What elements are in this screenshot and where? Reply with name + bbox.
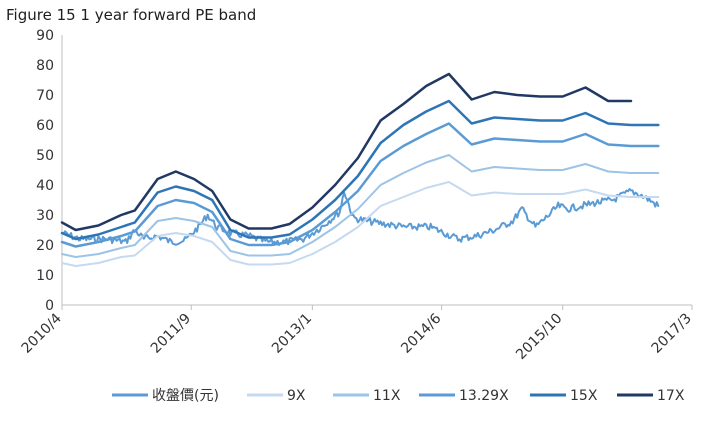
chart-title: Figure 15 1 year forward PE band [6, 6, 256, 24]
series-line-3 [60, 122, 660, 248]
legend-label-2: 11X [373, 388, 401, 404]
legend: 收盤價(元) 9X 11X 13.29X 15X 17X [112, 387, 685, 404]
series-line-1 [61, 181, 660, 267]
y-tick-label: 0 [45, 298, 54, 314]
x-tick-label: 2015/10 [513, 311, 565, 363]
legend-label-0: 收盤價(元) [152, 387, 219, 404]
series-line-5 [60, 72, 633, 232]
y-tick-label: 80 [36, 58, 54, 74]
series-group [60, 72, 660, 267]
y-tick-label: 40 [36, 178, 54, 194]
y-axis: 0 10 20 30 40 50 60 70 80 90 [36, 28, 63, 314]
x-tick-label: 2013/1 [269, 311, 315, 357]
y-tick-label: 50 [36, 148, 54, 164]
series-line-4 [60, 99, 660, 241]
legend-label-3: 13.29X [459, 388, 509, 404]
legend-label-4: 15X [570, 388, 598, 404]
x-tick-label: 2017/3 [649, 311, 695, 357]
y-tick-label: 20 [36, 238, 54, 254]
y-tick-label: 90 [36, 28, 54, 44]
y-tick-label: 60 [36, 118, 54, 134]
x-tick-label: 2014/6 [398, 310, 444, 356]
y-tick-label: 70 [36, 88, 54, 104]
y-tick-label: 10 [36, 268, 54, 284]
x-tick-label: 2010/4 [19, 310, 65, 356]
series-line-0 [61, 188, 660, 246]
legend-label-1: 9X [287, 388, 306, 404]
legend-label-5: 17X [657, 388, 685, 404]
x-tick-label: 2011/9 [148, 311, 194, 357]
series-line-2 [61, 154, 660, 258]
y-tick-label: 30 [36, 208, 54, 224]
x-axis: 2010/4 2011/9 2013/1 2014/6 2015/10 2017/3 [19, 304, 695, 363]
